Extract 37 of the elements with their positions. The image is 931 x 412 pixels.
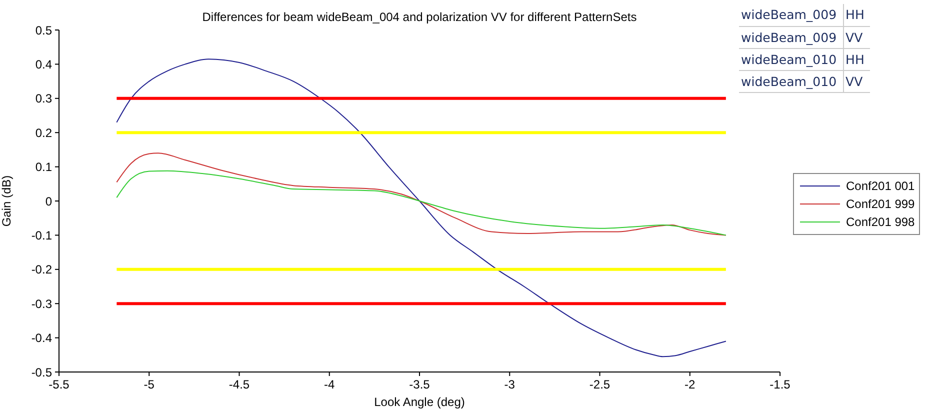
y-tick-label: 0: [45, 194, 52, 208]
y-tick-label: -0.2: [31, 262, 52, 277]
x-tick-label: -2: [684, 378, 696, 392]
y-tick-label: 0.4: [35, 57, 52, 72]
line-series: [116, 152, 726, 236]
legend-label: Conf201 001: [846, 179, 915, 193]
line-series: [116, 170, 726, 236]
y-tick-label: -0.3: [31, 296, 52, 311]
text: wideBeam_009: [739, 4, 844, 26]
x-tick-label: -4.5: [228, 378, 250, 392]
line-series: [116, 58, 726, 358]
y-tick-label: -0.5: [31, 365, 52, 380]
y-tick-label: 0.2: [35, 126, 52, 140]
x-tick-label: -5: [144, 378, 155, 392]
y-tick-label: 0.5: [35, 23, 52, 38]
y-tick-label: -0.1: [31, 228, 52, 242]
annotation: wideBeam_010: [739, 70, 844, 92]
legend-label: Conf201 998: [846, 215, 915, 229]
x-tick-label: -1.5: [770, 378, 791, 392]
y-tick-label: -0.4: [31, 331, 52, 346]
x-tick-label: -4: [324, 378, 336, 392]
y-tick-label: 0.3: [35, 92, 52, 106]
legend-label: Conf201 999: [846, 197, 915, 211]
text: HH: [844, 50, 866, 68]
annotation: wideBeam_009: [739, 26, 844, 48]
x-axis-title: Look Angle (deg): [374, 395, 465, 409]
x-tick-label: -3.5: [409, 378, 430, 392]
y-axis-title: Gain (dB): [0, 175, 14, 227]
text: HH: [844, 6, 866, 24]
x-tick-label: -5.5: [48, 378, 70, 392]
chart-title: Differences for beam wideBeam_004 and polarization VV for different PatternSets: [202, 10, 637, 24]
annotation: wideBeam_010: [739, 48, 844, 70]
x-tick-label: -2.5: [589, 378, 610, 392]
text: VV: [844, 28, 864, 46]
x-tick-label: -3: [504, 378, 516, 392]
text: VV: [844, 72, 864, 90]
y-tick-label: 0.1: [35, 160, 52, 174]
